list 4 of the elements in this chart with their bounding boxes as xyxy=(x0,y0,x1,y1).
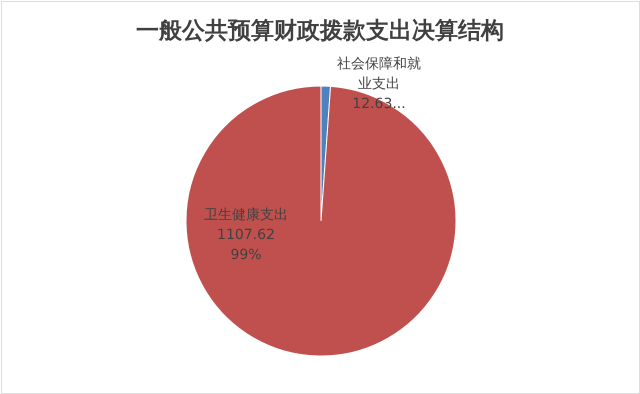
chart-title: 一般公共预算财政拨款支出决算结构 xyxy=(136,17,504,44)
slice-label: 卫生健康支出 xyxy=(204,207,288,223)
slice-label: 社会保障和就业支出 xyxy=(337,56,421,92)
data-label: 1107.62 99% xyxy=(217,227,275,263)
